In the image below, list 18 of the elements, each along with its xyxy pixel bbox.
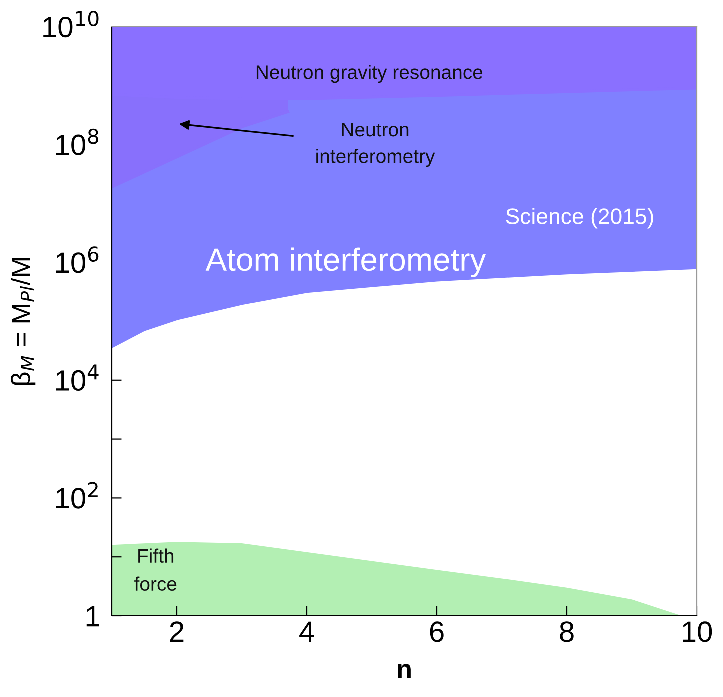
x-tick-label: 10 xyxy=(683,622,712,642)
annotation: Science (2015) xyxy=(506,208,654,229)
y-tick-label: 10$^{10}$ xyxy=(44,11,99,38)
y-tick-label: 1 xyxy=(86,606,100,627)
annotation: Atom interferometry xyxy=(206,248,486,278)
x-tick-label: 4 xyxy=(300,622,314,642)
x-tick-label: 8 xyxy=(560,622,574,642)
y-axis-title: β$_{M}$ = M$_{Pl}$/M xyxy=(11,258,36,386)
y-tick-label: 10$^{8}$ xyxy=(56,128,99,156)
annotation: Neutron interferometry xyxy=(316,123,436,168)
annotation: Neutron gravity resonance xyxy=(256,65,483,84)
annotation: Fifth force xyxy=(134,548,177,592)
x-axis-title: n xyxy=(398,664,411,678)
x-tick-label: 6 xyxy=(430,622,444,642)
x-tick-label: 2 xyxy=(170,622,184,642)
y-tick-label: 10$^{6}$ xyxy=(56,246,99,274)
y-tick-label: 10$^{2}$ xyxy=(56,482,98,509)
y-tick-label: 10$^{4}$ xyxy=(56,364,99,392)
